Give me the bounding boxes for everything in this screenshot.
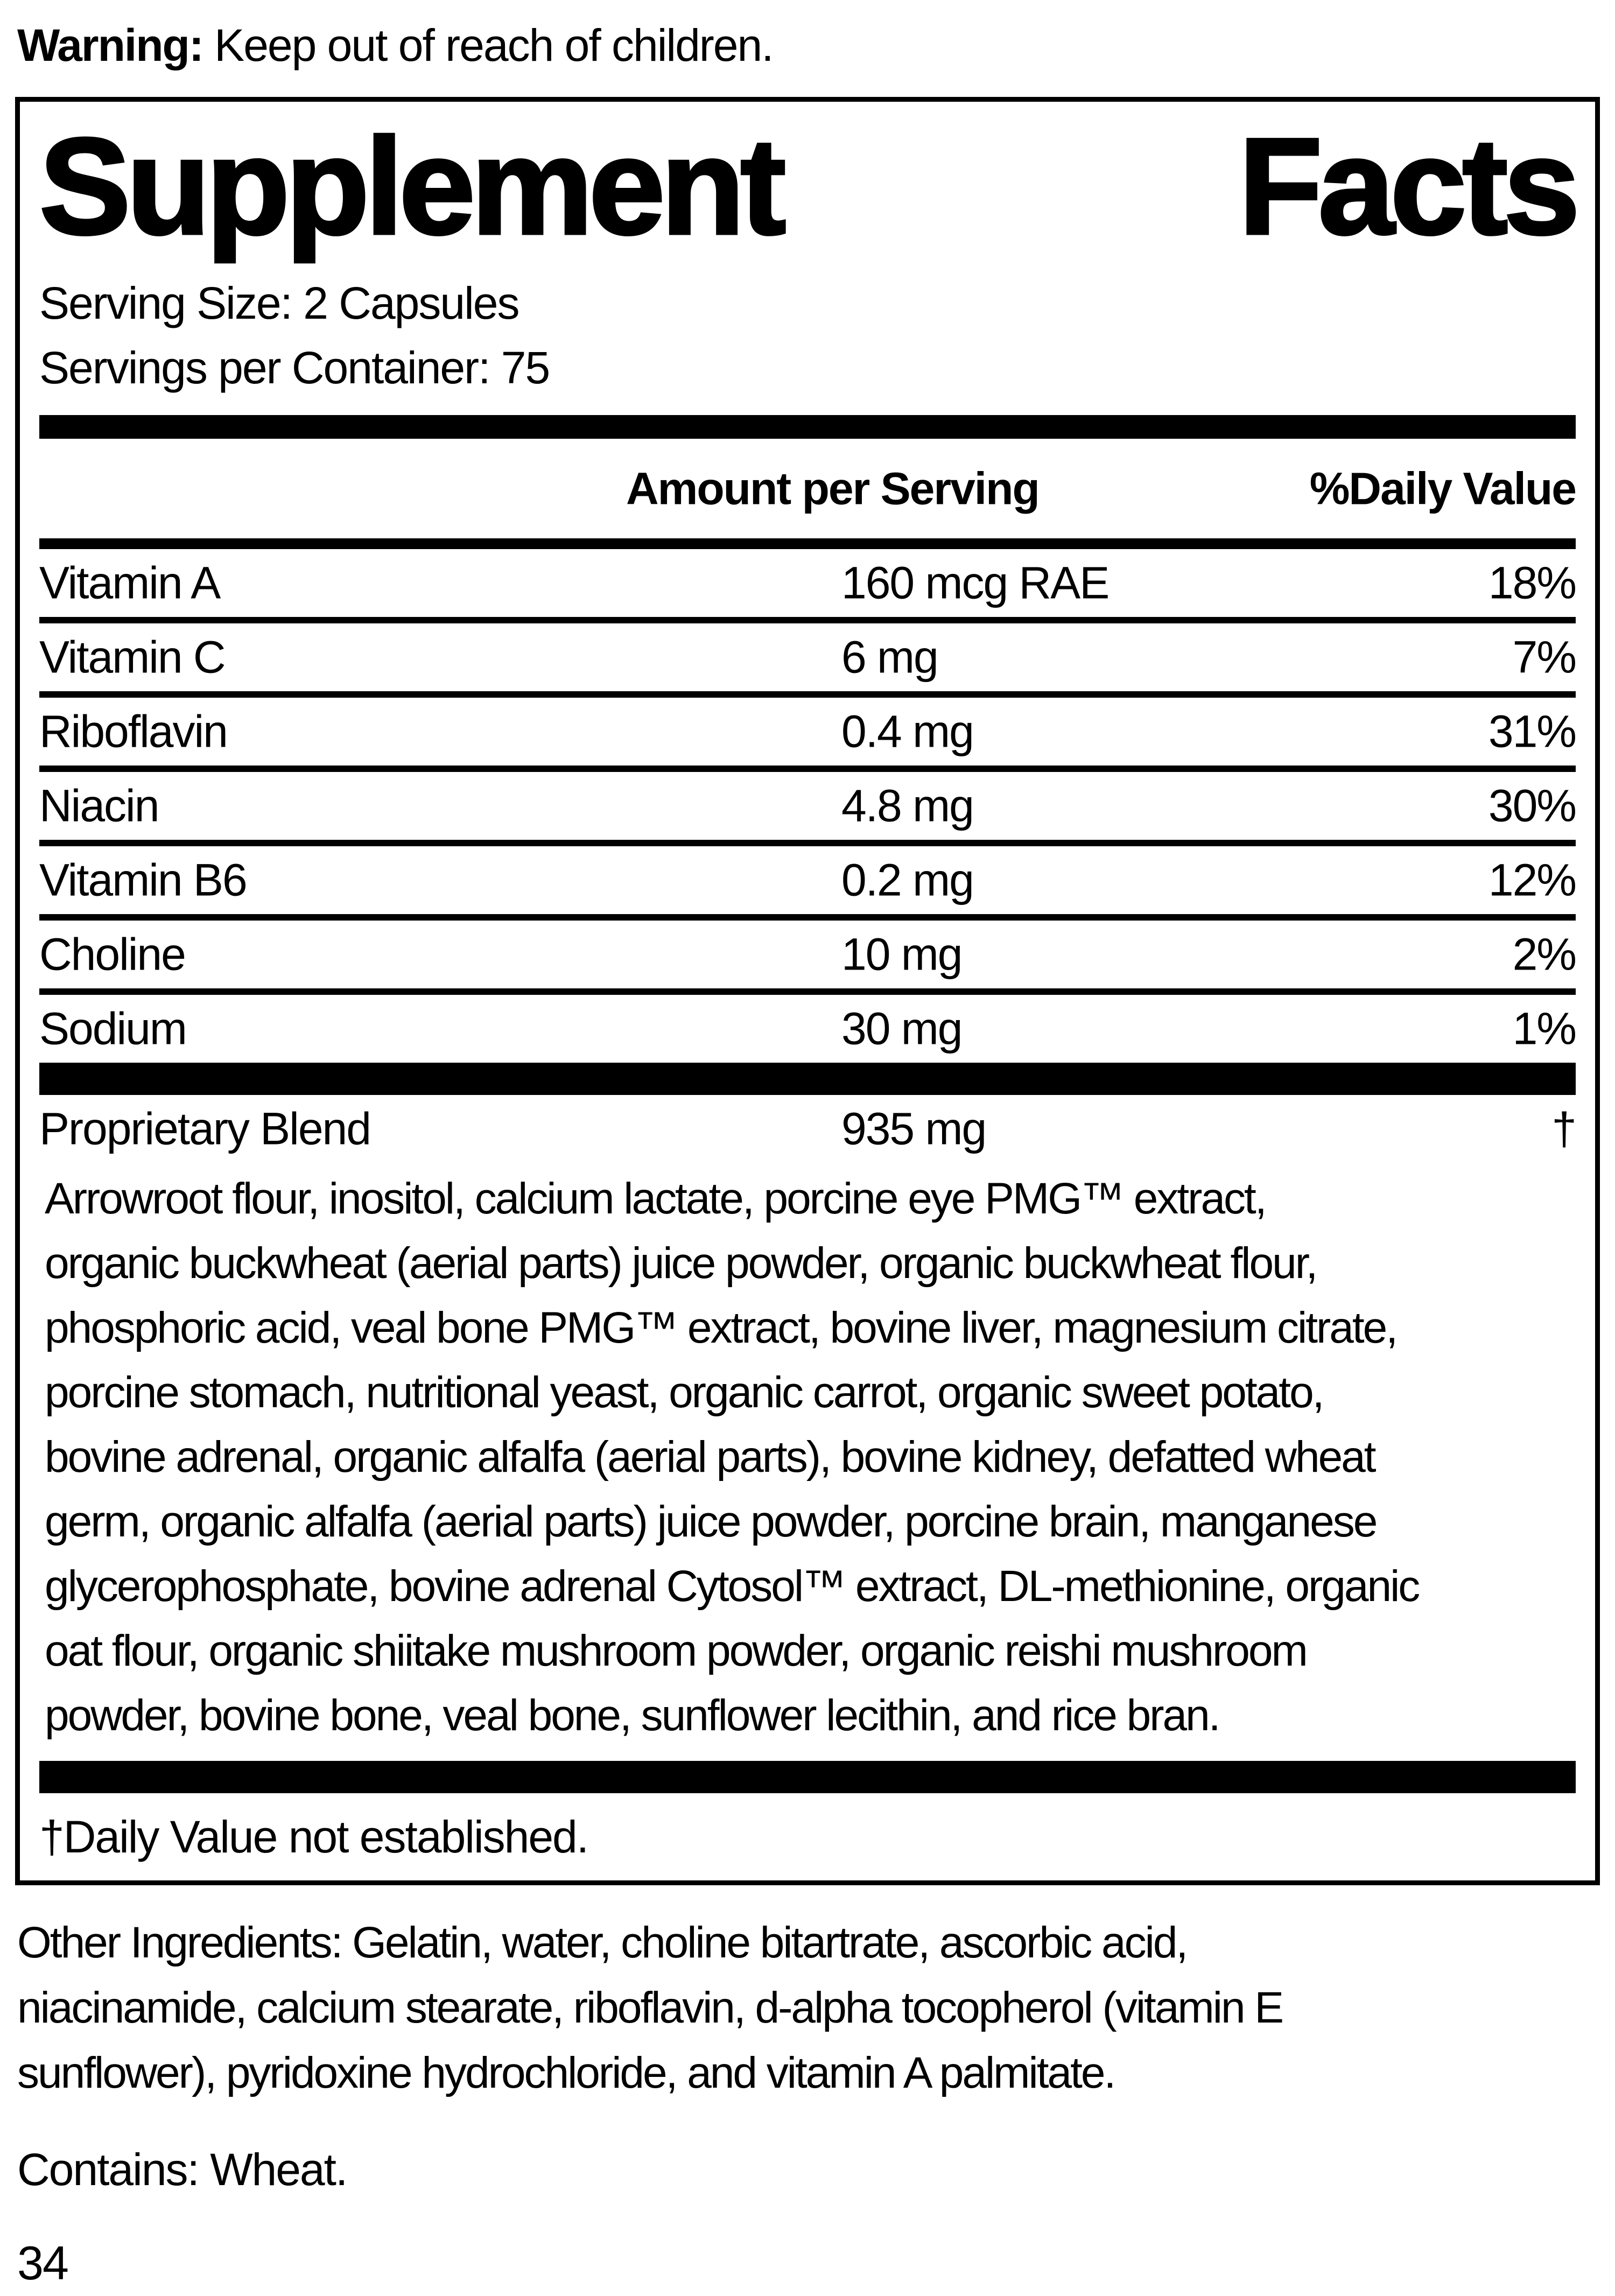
ingredient-line: powder, bovine bone, veal bone, sunflowe… <box>45 1691 1221 1740</box>
divider-bar-thick-top <box>39 415 1576 439</box>
ingredient-line: Arrowroot flour, inositol, calcium lacta… <box>45 1174 1267 1223</box>
nutrient-amount: 4.8 mg <box>841 780 974 831</box>
divider-bar-thick-blend <box>39 1063 1576 1095</box>
nutrient-name: Sodium <box>39 1003 187 1054</box>
nutrient-name: Vitamin B6 <box>39 854 248 905</box>
nutrient-daily-value: 7% <box>1512 631 1577 683</box>
nutrient-daily-value: 2% <box>1512 929 1577 980</box>
row-separator <box>39 914 1576 921</box>
nutrient-amount: 0.2 mg <box>841 854 974 905</box>
nutrient-amount: 6 mg <box>841 631 939 683</box>
row-separator <box>39 691 1576 698</box>
nutrient-row-vitamin-b6: Vitamin B6 0.2 mg 12% <box>39 846 1577 914</box>
nutrient-amount: 30 mg <box>841 1003 963 1054</box>
other-ingredients-line: Other Ingredients: Gelatin, water, choli… <box>17 1918 1188 1967</box>
ingredient-line: phosphoric acid, veal bone PMG™ extract,… <box>45 1303 1398 1352</box>
nutrient-daily-value: 1% <box>1512 1003 1577 1054</box>
title-word-supplement: Supplement <box>38 110 787 263</box>
other-ingredients-line: sunflower), pyridoxine hydrochloride, an… <box>17 2048 1116 2097</box>
nutrient-row-choline: Choline 10 mg 2% <box>39 921 1577 988</box>
row-separator <box>39 766 1576 772</box>
row-separator <box>39 988 1576 995</box>
servings-per-container: Servings per Container: 75 <box>39 342 550 393</box>
warning-statement: Warning: Keep out of reach of children. <box>17 15 1600 75</box>
daily-value-footnote: †Daily Value not established. <box>39 1811 589 1862</box>
nutrient-row-niacin: Niacin 4.8 mg 30% <box>39 772 1577 840</box>
nutrient-daily-value: 31% <box>1488 706 1577 757</box>
nutrient-amount: 0.4 mg <box>841 706 974 757</box>
column-header-row: Amount per Serving %Daily Value <box>39 439 1577 538</box>
serving-info: Serving Size: 2 Capsules Servings per Co… <box>39 271 1576 400</box>
warning-label: Warning: <box>17 20 204 71</box>
proprietary-blend-dagger: † <box>1551 1103 1577 1154</box>
nutrient-row-sodium: Sodium 30 mg 1% <box>39 995 1577 1063</box>
ingredient-line: germ, organic alfalfa (aerial parts) jui… <box>45 1497 1378 1546</box>
proprietary-blend-row: Proprietary Blend 935 mg † <box>39 1095 1577 1162</box>
nutrient-daily-value: 30% <box>1488 780 1577 831</box>
ingredient-line: porcine stomach, nutritional yeast, orga… <box>45 1368 1324 1417</box>
nutrient-name: Riboflavin <box>39 706 228 757</box>
amount-per-serving-header: Amount per Serving <box>626 463 1040 514</box>
warning-text: Keep out of reach of children. <box>202 20 774 71</box>
nutrient-name: Vitamin A <box>39 557 221 608</box>
nutrient-row-vitamin-c: Vitamin C 6 mg 7% <box>39 623 1577 691</box>
proprietary-blend-name: Proprietary Blend <box>39 1103 371 1154</box>
proprietary-ingredient-list: Arrowroot flour, inositol, calcium lacta… <box>45 1167 1576 1748</box>
other-ingredients: Other Ingredients: Gelatin, water, choli… <box>17 1910 1600 2105</box>
contains-statement: Contains: Wheat. <box>17 2144 348 2195</box>
nutrient-amount: 10 mg <box>841 929 963 980</box>
ingredient-line: glycerophosphate, bovine adrenal Cytosol… <box>45 1562 1420 1611</box>
panel-title: Supplement Facts <box>38 110 1581 263</box>
daily-value-header: %Daily Value <box>1309 463 1577 514</box>
supplement-facts-panel: Supplement Facts Serving Size: 2 Capsule… <box>15 97 1600 1885</box>
nutrient-name: Vitamin C <box>39 631 226 683</box>
nutrient-daily-value: 12% <box>1488 854 1577 905</box>
ingredient-line: bovine adrenal, organic alfalfa (aerial … <box>45 1433 1377 1481</box>
ingredient-line: organic buckwheat (aerial parts) juice p… <box>45 1239 1318 1288</box>
title-word-facts: Facts <box>1237 110 1581 263</box>
row-separator <box>39 617 1576 623</box>
row-separator <box>39 840 1576 846</box>
divider-bar-medium <box>39 538 1576 549</box>
page-number: 34 <box>17 2236 69 2290</box>
nutrient-row-vitamin-a: Vitamin A 160 mcg RAE 18% <box>39 549 1577 617</box>
nutrient-amount: 160 mcg RAE <box>841 557 1110 608</box>
divider-bar-thick-bottom <box>39 1761 1576 1793</box>
nutrient-daily-value: 18% <box>1488 557 1577 608</box>
nutrient-name: Niacin <box>39 780 159 831</box>
serving-size: Serving Size: 2 Capsules <box>39 278 519 328</box>
nutrient-row-riboflavin: Riboflavin 0.4 mg 31% <box>39 698 1577 766</box>
other-ingredients-line: niacinamide, calcium stearate, riboflavi… <box>17 1983 1284 2032</box>
proprietary-blend-amount: 935 mg <box>841 1103 987 1154</box>
nutrient-name: Choline <box>39 929 186 980</box>
ingredient-line: oat flour, organic shiitake mushroom pow… <box>45 1626 1308 1675</box>
